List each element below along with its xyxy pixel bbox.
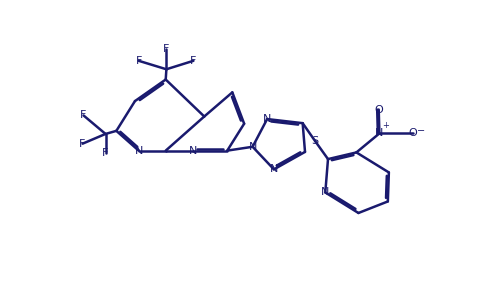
Text: +: + (383, 121, 389, 130)
Text: F: F (80, 111, 87, 120)
Text: N: N (248, 142, 257, 152)
Text: F: F (136, 56, 142, 66)
Text: S: S (312, 136, 319, 146)
Text: N: N (134, 146, 143, 156)
Text: F: F (102, 148, 109, 158)
Text: F: F (190, 56, 197, 66)
Text: −: − (417, 126, 425, 136)
Text: O: O (374, 105, 383, 114)
Text: N: N (189, 146, 198, 156)
Text: N: N (263, 114, 271, 124)
Text: N: N (321, 188, 329, 197)
Text: N: N (270, 164, 278, 174)
Text: O: O (409, 128, 418, 138)
Text: F: F (163, 44, 170, 54)
Text: N: N (375, 128, 384, 138)
Text: F: F (79, 139, 85, 149)
